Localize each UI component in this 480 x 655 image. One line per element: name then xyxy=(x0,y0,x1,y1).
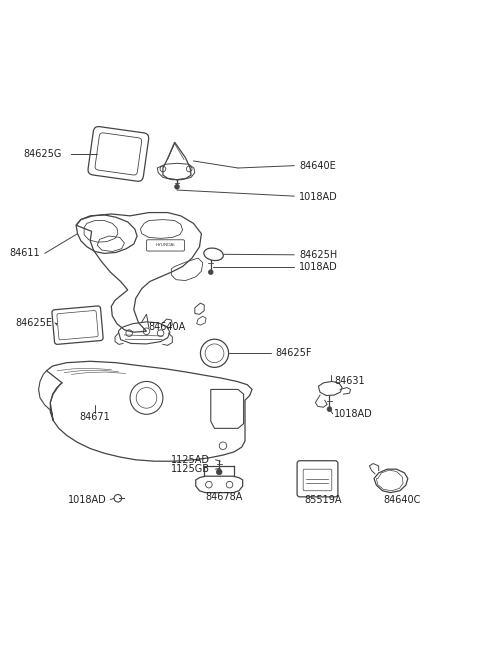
Text: 1018AD: 1018AD xyxy=(68,495,107,504)
Text: 84625H: 84625H xyxy=(299,250,337,260)
Text: 84640E: 84640E xyxy=(299,160,336,171)
Circle shape xyxy=(208,270,213,274)
Text: 1018AD: 1018AD xyxy=(334,409,373,419)
Text: 84671: 84671 xyxy=(80,411,110,422)
Text: 1125AD: 1125AD xyxy=(171,455,210,465)
Text: 84640A: 84640A xyxy=(149,322,186,333)
Text: 1018AD: 1018AD xyxy=(299,261,338,272)
Text: 1125GB: 1125GB xyxy=(171,464,210,474)
Text: 84625F: 84625F xyxy=(276,348,312,358)
Text: 84631: 84631 xyxy=(334,377,365,386)
Circle shape xyxy=(175,185,180,189)
Text: 1018AD: 1018AD xyxy=(299,192,338,202)
Text: 84625E: 84625E xyxy=(16,318,53,328)
Text: 84640C: 84640C xyxy=(384,495,421,504)
Circle shape xyxy=(216,469,222,475)
Text: 85519A: 85519A xyxy=(305,495,342,504)
Circle shape xyxy=(327,407,332,411)
Text: 84678A: 84678A xyxy=(205,493,242,502)
Text: 84625G: 84625G xyxy=(24,149,62,159)
Text: HYUNDAI: HYUNDAI xyxy=(156,244,176,248)
Text: 84611: 84611 xyxy=(10,248,40,258)
